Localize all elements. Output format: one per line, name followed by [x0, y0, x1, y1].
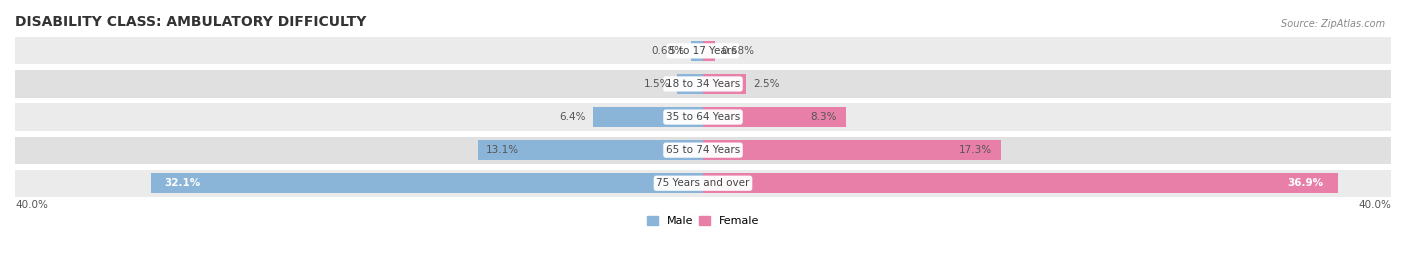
- Bar: [703, 107, 846, 127]
- Bar: [15, 137, 1391, 164]
- Bar: [692, 41, 703, 61]
- Text: 40.0%: 40.0%: [1358, 200, 1391, 210]
- Text: 6.4%: 6.4%: [560, 112, 586, 122]
- Text: 18 to 34 Years: 18 to 34 Years: [666, 79, 740, 89]
- Bar: [703, 140, 1001, 160]
- Bar: [703, 41, 714, 61]
- Bar: [593, 107, 703, 127]
- Text: 8.3%: 8.3%: [811, 112, 837, 122]
- Text: 40.0%: 40.0%: [15, 200, 48, 210]
- Bar: [703, 173, 1337, 193]
- Bar: [15, 170, 1391, 197]
- Bar: [703, 74, 747, 94]
- Bar: [15, 70, 1391, 98]
- Text: 5 to 17 Years: 5 to 17 Years: [669, 46, 737, 56]
- Text: 1.5%: 1.5%: [644, 79, 671, 89]
- Text: Source: ZipAtlas.com: Source: ZipAtlas.com: [1281, 19, 1385, 29]
- Text: DISABILITY CLASS: AMBULATORY DIFFICULTY: DISABILITY CLASS: AMBULATORY DIFFICULTY: [15, 15, 367, 29]
- Bar: [150, 173, 703, 193]
- Text: 2.5%: 2.5%: [752, 79, 779, 89]
- Text: 17.3%: 17.3%: [959, 145, 993, 155]
- Text: 65 to 74 Years: 65 to 74 Years: [666, 145, 740, 155]
- Text: 13.1%: 13.1%: [486, 145, 519, 155]
- Bar: [478, 140, 703, 160]
- Text: 75 Years and over: 75 Years and over: [657, 178, 749, 188]
- Text: 0.68%: 0.68%: [721, 46, 755, 56]
- Legend: Male, Female: Male, Female: [643, 211, 763, 230]
- Bar: [15, 37, 1391, 64]
- Text: 0.68%: 0.68%: [651, 46, 685, 56]
- Bar: [678, 74, 703, 94]
- Text: 32.1%: 32.1%: [165, 178, 201, 188]
- Bar: [15, 103, 1391, 131]
- Text: 35 to 64 Years: 35 to 64 Years: [666, 112, 740, 122]
- Text: 36.9%: 36.9%: [1288, 178, 1324, 188]
